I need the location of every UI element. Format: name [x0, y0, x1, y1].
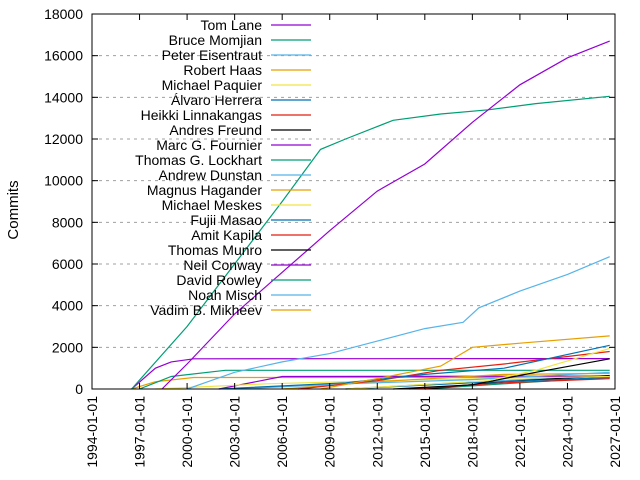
x-tick-label: 2000-01-01	[179, 396, 195, 468]
y-axis-label: Commits	[5, 180, 22, 239]
x-tick-label: 2003-01-01	[227, 396, 243, 468]
y-tick-label: 6000	[52, 256, 83, 272]
legend-label: Vadim B. Mikheev	[150, 302, 262, 318]
y-tick-label: 16000	[44, 48, 83, 64]
series-line-michael-meskes	[155, 375, 610, 390]
legend-label: Neil Conway	[183, 257, 262, 273]
y-tick-label: 4000	[52, 298, 83, 314]
legend-label: Peter Eisentraut	[162, 47, 262, 63]
legend-label: Robert Haas	[183, 62, 262, 78]
y-tick-label: 0	[75, 381, 83, 397]
series-line-andrew-dunstan	[234, 371, 610, 390]
y-tick-label: 8000	[52, 214, 83, 230]
legend-label: Andres Freund	[169, 122, 262, 138]
legend-label: Álvaro Herrera	[171, 92, 262, 108]
x-tick-label: 1994-01-01	[84, 396, 100, 468]
legend-label: Fujii Masao	[190, 212, 262, 228]
x-tick-label: 2015-01-01	[417, 396, 433, 468]
x-tick-label: 2027-01-01	[607, 396, 623, 468]
x-tick-label: 2021-01-01	[512, 396, 528, 468]
series-line-marc-g-fournier	[131, 358, 610, 390]
x-tick-label: 2006-01-01	[274, 396, 290, 468]
legend-label: Heikki Linnakangas	[141, 107, 262, 123]
series-line-michael-paquier	[345, 347, 610, 390]
y-tick-label: 18000	[44, 6, 83, 22]
x-tick-label: 2018-01-01	[464, 396, 480, 468]
y-tick-label: 14000	[44, 89, 83, 105]
legend-label: Noah Misch	[188, 287, 262, 303]
series-line-andres-freund	[393, 358, 610, 390]
series-line-robert-haas	[320, 335, 610, 390]
legend-label: Amit Kapila	[191, 227, 262, 243]
legend-label: Marc G. Fournier	[156, 137, 262, 153]
grid	[92, 55, 615, 348]
legend-label: Michael Meskes	[162, 197, 262, 213]
axes: 0 2000 4000 6000 8000 10000 12000 14000 16000 180…	[44, 6, 623, 468]
legend-label: Thomas G. Lockhart	[135, 152, 262, 168]
x-tick-label: 2024-01-01	[559, 396, 575, 468]
legend-label: Michael Paquier	[162, 77, 263, 93]
legend-label: Magnus Hagander	[147, 182, 263, 198]
series-line-bruce-momjian	[131, 95, 610, 390]
legend-label: David Rowley	[176, 272, 262, 288]
x-tick-label: 2012-01-01	[369, 396, 385, 468]
y-tick-label: 2000	[52, 339, 83, 355]
series-line-peter-eisentraut	[186, 256, 610, 390]
legend-label: Thomas Munro	[168, 242, 262, 258]
series-line--lvaro-herrera	[218, 344, 610, 390]
legend-label: Bruce Momjian	[169, 32, 262, 48]
y-tick-label: 10000	[44, 173, 83, 189]
legend-label: Andrew Dunstan	[158, 167, 262, 183]
x-tick-label: 2009-01-01	[322, 396, 338, 468]
plot-border	[91, 13, 616, 390]
x-tick-label: 1997-01-01	[132, 396, 148, 468]
y-tick-label: 12000	[44, 131, 83, 147]
series-line-tom-lane	[161, 40, 610, 390]
legend-label: Tom Lane	[201, 17, 263, 33]
